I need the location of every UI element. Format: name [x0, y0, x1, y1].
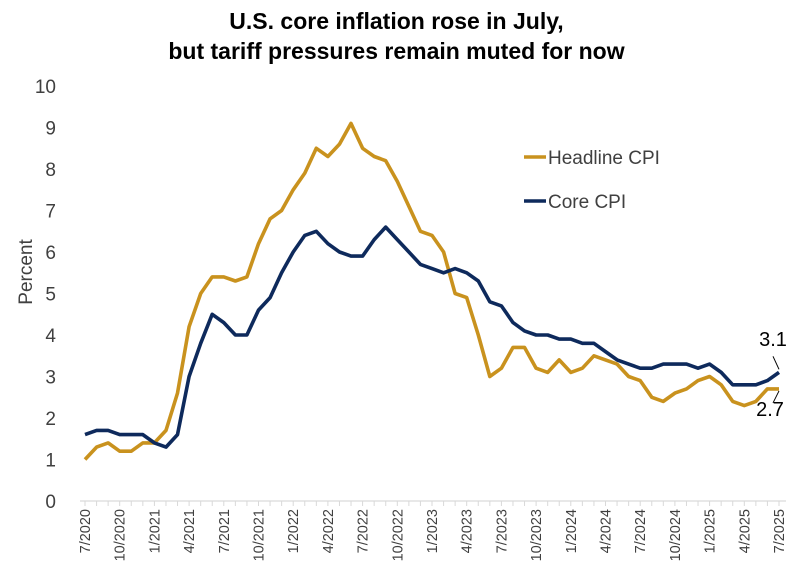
series-line-headline-cpi: [83, 121, 779, 461]
legend: Headline CPI Core CPI: [524, 148, 660, 213]
x-tick-label: 10/2020: [113, 509, 129, 561]
chart-title: U.S. core inflation rose in July, but ta…: [0, 6, 793, 66]
legend-label: Headline CPI: [548, 148, 660, 169]
y-tick-label: 3: [45, 368, 56, 389]
y-tick-label: 4: [45, 326, 56, 347]
x-tick-label: 7/2021: [217, 509, 233, 553]
x-tick-label: 1/2024: [564, 509, 580, 553]
y-tick-label: 1: [45, 451, 56, 472]
y-tick-label: 7: [45, 202, 56, 223]
x-axis: 7/2020 10/2020 1/2021 4/2021 7/2021 10/2021 1/…: [78, 500, 788, 561]
end-label-leader: [772, 356, 780, 370]
x-tick-label: 1/2023: [425, 509, 441, 553]
x-tick-label: 10/2021: [252, 509, 268, 561]
y-tick-label: 0: [45, 492, 56, 513]
x-tick-label: 7/2025: [772, 509, 788, 553]
x-tick-label: 4/2022: [321, 509, 337, 553]
legend-label: Core CPI: [548, 192, 626, 213]
end-label-leader: [772, 390, 780, 404]
x-tick-label: 4/2021: [182, 509, 198, 553]
x-tick-label: 7/2024: [633, 509, 649, 553]
x-tick-label: 10/2022: [390, 509, 406, 561]
y-tick-label: 8: [45, 160, 56, 181]
x-tick-label: 1/2025: [703, 509, 719, 553]
y-axis-label: Percent: [16, 239, 37, 305]
x-tick-label: 7/2023: [494, 509, 510, 553]
x-tick-label: 10/2024: [668, 509, 684, 561]
y-tick-label: 5: [45, 285, 56, 306]
end-label-headline: 2.7: [756, 399, 784, 421]
y-tick-label: 2: [45, 409, 56, 430]
x-tick-label: 10/2023: [529, 509, 545, 561]
x-tick-label: 1/2022: [286, 509, 302, 553]
y-tick-label: 9: [45, 119, 56, 140]
x-tick-label: 1/2021: [147, 509, 163, 553]
y-tick-label: 10: [35, 77, 56, 98]
y-tick-label: 6: [45, 243, 56, 264]
x-tick-label: 4/2024: [599, 509, 615, 553]
chart-title-line-1: U.S. core inflation rose in July,: [229, 8, 564, 34]
chart-title-line-2: but tariff pressures remain muted for no…: [168, 38, 625, 64]
x-tick-label: 4/2025: [737, 509, 753, 553]
series-lines: [83, 121, 781, 461]
x-tick-label: 4/2023: [460, 509, 476, 553]
x-tick-label: 7/2022: [356, 509, 372, 553]
x-tick-label: 7/2020: [78, 509, 94, 553]
y-axis: 0 1 2 3 4 5 6 7 8 9 10: [35, 77, 57, 513]
series-line-core-cpi: [84, 225, 781, 449]
end-labels: 2.7 3.1: [756, 329, 787, 421]
end-label-core: 3.1: [759, 329, 787, 351]
